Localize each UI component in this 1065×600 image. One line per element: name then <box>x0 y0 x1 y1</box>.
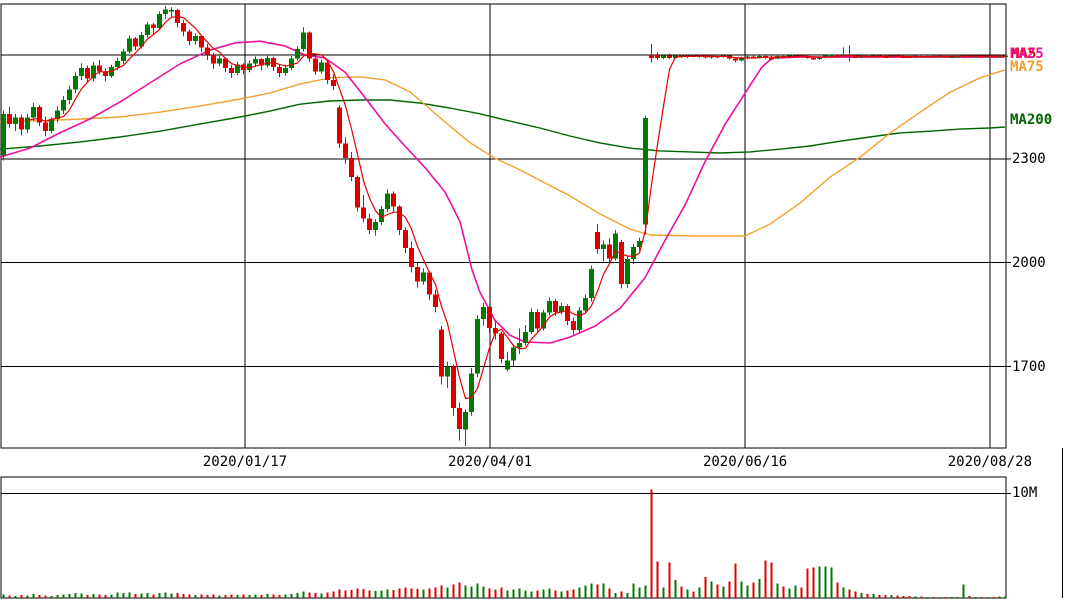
x-axis-tick-label: 2020/06/16 <box>702 454 788 470</box>
x-axis-tick-label: 2020/04/01 <box>447 454 533 470</box>
y-axis-tick-label: 2300 <box>1012 150 1046 167</box>
ma200-legend-label: MA200 <box>1010 112 1053 128</box>
x-axis-tick-label: 2020/08/28 <box>947 454 1033 470</box>
y-axis-tick-label: 1700 <box>1012 358 1046 375</box>
ma5-legend-label: MA5 <box>1011 46 1037 62</box>
ma25-legend-label: MA25 <box>1010 46 1044 62</box>
volume-axis-tick-label: 10M <box>1012 485 1038 501</box>
y-axis-tick-label: 2000 <box>1012 254 1046 271</box>
x-axis-tick-label: 2020/01/17 <box>202 454 288 470</box>
ma75-legend-label: MA75 <box>1010 59 1044 75</box>
